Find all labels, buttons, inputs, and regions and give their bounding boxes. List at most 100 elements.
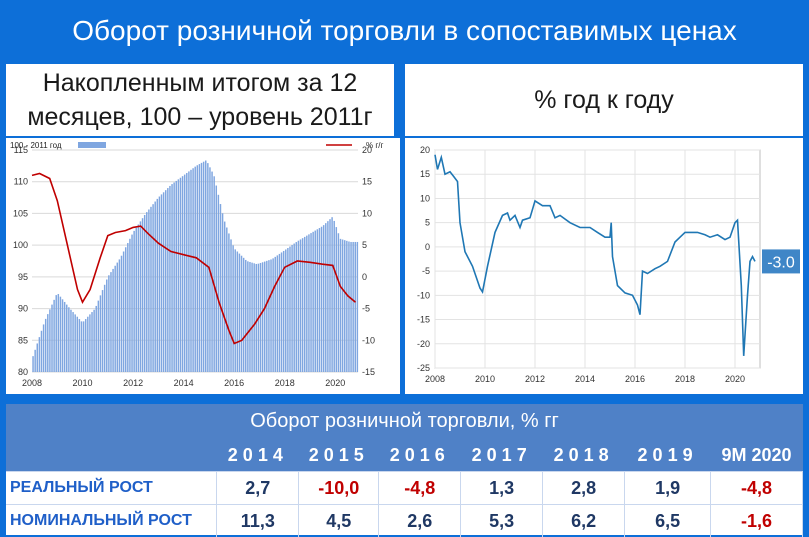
index-bar bbox=[112, 269, 113, 372]
index-bar bbox=[241, 256, 242, 372]
column-header: 2015 bbox=[299, 439, 379, 472]
index-bar bbox=[142, 218, 143, 372]
index-bar bbox=[310, 233, 311, 372]
index-bar bbox=[340, 239, 341, 372]
index-bar bbox=[327, 221, 328, 372]
index-bar bbox=[338, 233, 339, 372]
left-axis-tick-label: 95 bbox=[18, 272, 28, 282]
header-empty-cell bbox=[6, 439, 217, 472]
index-bar bbox=[260, 263, 261, 372]
table-cell: 11,3 bbox=[217, 505, 299, 537]
index-bar bbox=[60, 297, 61, 372]
index-bar bbox=[243, 258, 244, 372]
x-axis-tick-label: 2014 bbox=[575, 374, 595, 384]
index-bar bbox=[317, 229, 318, 372]
index-bar bbox=[245, 260, 246, 372]
index-bar bbox=[64, 302, 65, 372]
column-header: 2017 bbox=[461, 439, 543, 472]
index-bar bbox=[119, 259, 120, 372]
x-axis-tick-label: 2020 bbox=[725, 374, 745, 384]
left-axis-tick-label: 105 bbox=[13, 208, 28, 218]
index-bar bbox=[357, 242, 358, 372]
index-bar bbox=[91, 312, 92, 372]
table-cell: 1,9 bbox=[625, 472, 711, 505]
index-bar bbox=[32, 356, 33, 372]
left-chart-subtitle: Накопленным итогом за 12 месяцев, 100 – … bbox=[6, 64, 394, 136]
y-axis-tick-label: -10 bbox=[417, 290, 430, 300]
index-bar bbox=[331, 217, 332, 372]
index-bar bbox=[323, 225, 324, 372]
index-bar bbox=[344, 240, 345, 372]
index-bar bbox=[275, 257, 276, 372]
index-bar bbox=[165, 190, 166, 372]
index-bar bbox=[329, 219, 330, 372]
right-axis-tick-label: -10 bbox=[362, 335, 375, 345]
left-axis-tick-label: 85 bbox=[18, 335, 28, 345]
index-bar bbox=[234, 249, 235, 372]
x-axis-tick-label: 2008 bbox=[425, 374, 445, 384]
legend-bar-swatch bbox=[78, 142, 106, 148]
index-bar bbox=[45, 319, 46, 372]
index-bar bbox=[176, 181, 177, 372]
yoy-line-series bbox=[435, 155, 755, 356]
index-bar bbox=[108, 275, 109, 372]
index-bar bbox=[154, 202, 155, 372]
index-bar bbox=[106, 280, 107, 373]
index-bar bbox=[346, 241, 347, 372]
index-bar bbox=[213, 176, 214, 372]
index-bar bbox=[272, 258, 273, 372]
index-bar bbox=[251, 263, 252, 372]
index-bar bbox=[152, 204, 153, 372]
index-bar bbox=[129, 239, 130, 372]
row-label: РЕАЛЬНЫЙ РОСТ bbox=[6, 472, 217, 505]
index-bar bbox=[39, 337, 40, 372]
index-bar bbox=[230, 239, 231, 372]
index-bar bbox=[58, 294, 59, 372]
column-header: 2018 bbox=[543, 439, 625, 472]
index-bar bbox=[184, 175, 185, 372]
x-axis-tick-label: 2014 bbox=[174, 378, 194, 388]
index-bar bbox=[178, 179, 179, 372]
left-axis-tick-label: 80 bbox=[18, 367, 28, 377]
y-axis-tick-label: -15 bbox=[417, 315, 430, 325]
index-bar bbox=[216, 186, 217, 372]
index-bar bbox=[222, 213, 223, 372]
index-bar bbox=[256, 264, 257, 372]
table-cell: 2,6 bbox=[379, 505, 461, 537]
right-axis-tick-label: -15 bbox=[362, 367, 375, 377]
index-bar bbox=[140, 221, 141, 372]
index-bar bbox=[117, 263, 118, 372]
index-bar bbox=[304, 237, 305, 372]
index-bar bbox=[98, 301, 99, 372]
table-cell: 1,3 bbox=[461, 472, 543, 505]
y-axis-tick-label: -5 bbox=[422, 266, 430, 276]
index-bar bbox=[247, 261, 248, 372]
index-bar bbox=[79, 319, 80, 372]
table-header-row: 2014 2015 2016 2017 2018 2019 9M 2020 bbox=[6, 439, 803, 472]
index-bar bbox=[72, 312, 73, 372]
index-bar bbox=[226, 228, 227, 372]
index-bar bbox=[125, 247, 126, 372]
x-axis-tick-label: 2018 bbox=[675, 374, 695, 384]
index-bar bbox=[325, 223, 326, 372]
y-axis-tick-label: 20 bbox=[420, 145, 430, 155]
index-bar bbox=[95, 306, 96, 372]
right-axis-tick-label: 5 bbox=[362, 240, 367, 250]
index-bar bbox=[268, 260, 269, 372]
index-bar bbox=[333, 221, 334, 372]
index-bar bbox=[133, 231, 134, 372]
index-bar bbox=[150, 207, 151, 372]
index-bar bbox=[104, 285, 105, 372]
y-axis-tick-label: -20 bbox=[417, 339, 430, 349]
end-value-label: -3.0 bbox=[767, 254, 795, 271]
index-bar bbox=[114, 266, 115, 372]
index-bar bbox=[302, 238, 303, 372]
x-axis-tick-label: 2020 bbox=[325, 378, 345, 388]
retail-data-table: 2014 2015 2016 2017 2018 2019 9M 2020 РЕ… bbox=[6, 439, 803, 537]
right-axis-tick-label: 10 bbox=[362, 208, 372, 218]
index-bar bbox=[34, 350, 35, 372]
row-label: НОМИНАЛЬНЫЙ РОСТ bbox=[6, 505, 217, 537]
table-row: РЕАЛЬНЫЙ РОСТ 2,7 -10,0 -4,8 1,3 2,8 1,9… bbox=[6, 472, 803, 505]
